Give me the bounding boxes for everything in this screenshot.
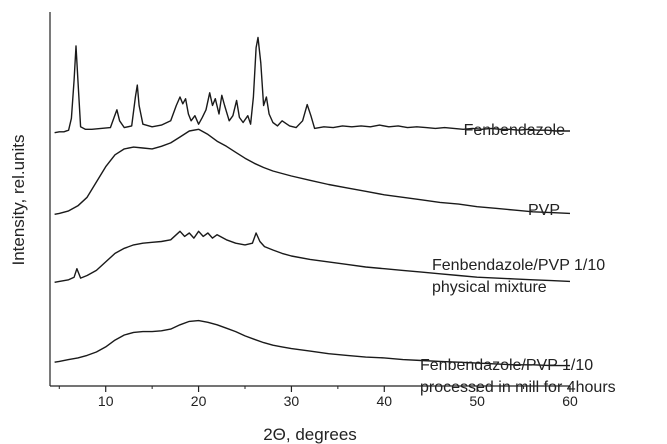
axes — [49, 12, 570, 387]
series-label-4: Fenbendazole/PVP 1/10 — [420, 357, 593, 374]
x-axis-label: 2Θ, degrees — [263, 425, 357, 444]
x-tick-label: 40 — [376, 393, 392, 409]
series-line-3 — [54, 230, 571, 283]
series-labels: Fenbendazole PVP Fenbendazole/PVP 1/10 phys… — [420, 122, 616, 396]
series-line-4 — [54, 319, 570, 367]
series-label-3: physical mixture — [432, 279, 547, 296]
y-axis-label: Intensity, rel.units — [9, 134, 28, 265]
x-tick-label: 30 — [284, 393, 300, 409]
series-label-4: processed in mill for 4hours — [420, 379, 616, 396]
x-tick-label: 50 — [469, 393, 485, 409]
series-line-2 — [54, 128, 571, 215]
series-label-1: Fenbendazole — [464, 122, 566, 139]
series-group — [54, 36, 571, 367]
series-label-3: Fenbendazole/PVP 1/10 — [432, 257, 605, 274]
series-label-2: PVP — [528, 202, 560, 219]
x-ticks: 10 20 30 40 50 60 — [58, 386, 578, 409]
x-tick-label: 20 — [191, 393, 207, 409]
x-tick-label: 10 — [98, 393, 114, 409]
series-line-1 — [54, 36, 570, 134]
x-tick-label: 60 — [562, 393, 578, 409]
